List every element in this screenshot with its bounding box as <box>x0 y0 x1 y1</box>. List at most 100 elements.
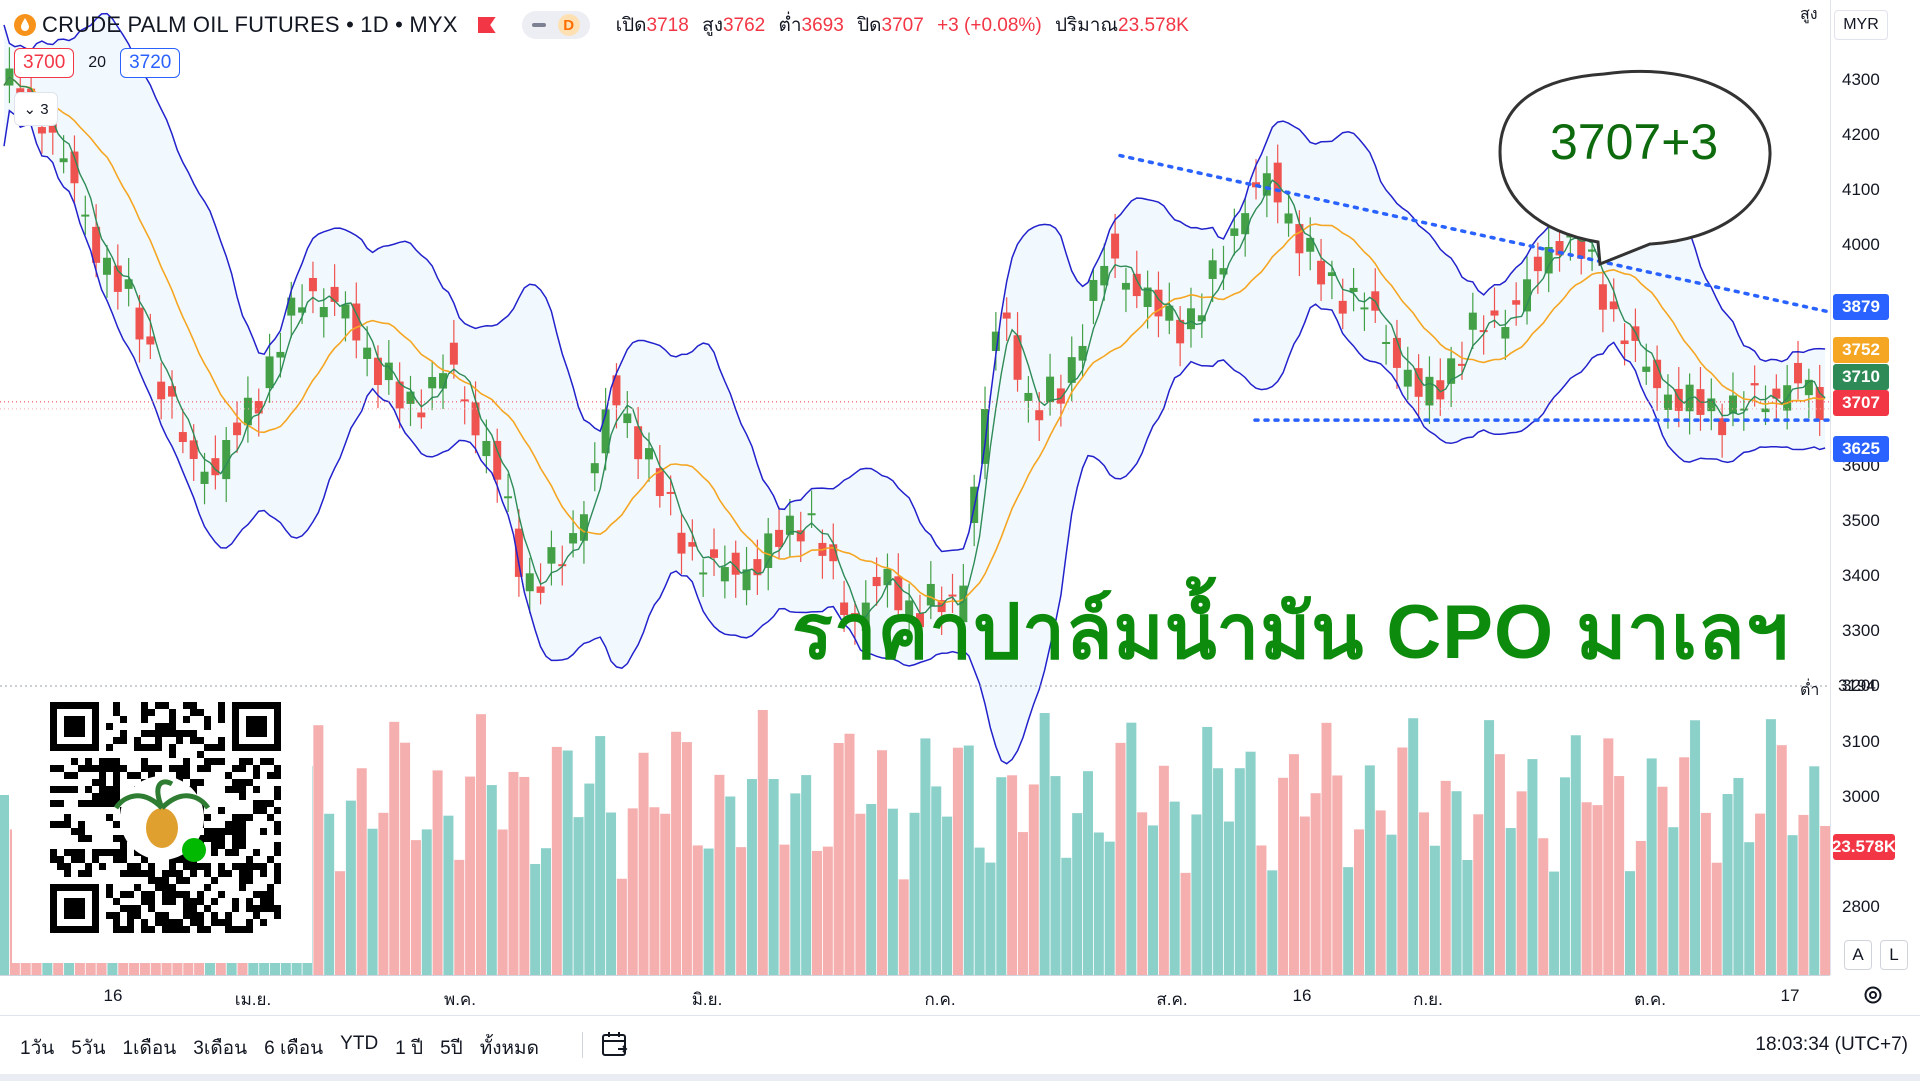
price-tick-label: 3500 <box>1842 511 1880 531</box>
candle-body <box>514 528 523 577</box>
qr-module <box>57 821 64 828</box>
qr-finder <box>64 898 85 919</box>
qr-module <box>106 786 113 793</box>
volume-bar <box>1223 821 1234 975</box>
qr-module <box>71 758 78 765</box>
qr-module <box>211 842 218 849</box>
price-axis[interactable] <box>1830 0 1920 975</box>
qr-module <box>169 898 176 905</box>
candle-body <box>1273 162 1282 203</box>
time-tick-label: ก.ย. <box>1413 990 1443 1009</box>
flag-icon[interactable] <box>477 17 496 33</box>
candle-body <box>1739 408 1748 411</box>
qr-module <box>92 779 99 786</box>
qr-module <box>141 716 148 723</box>
qr-module <box>113 765 120 772</box>
bollinger-upper-line <box>3 12 1826 553</box>
qr-module <box>127 891 134 898</box>
qr-module <box>71 828 78 835</box>
qr-module <box>78 835 85 842</box>
currency-selector[interactable]: MYR <box>1834 10 1888 40</box>
qr-module <box>106 849 113 856</box>
volume-bar <box>1310 793 1321 975</box>
range-button[interactable]: ทั้งหมด <box>479 1038 539 1059</box>
qr-module <box>225 870 232 877</box>
candle-body <box>1046 376 1055 403</box>
volume-bar <box>530 863 541 975</box>
qr-module <box>113 779 120 786</box>
indicators-toggle[interactable]: ⌄ 3 <box>14 92 58 126</box>
gear-icon[interactable] <box>1862 984 1884 1006</box>
qr-module <box>169 730 176 737</box>
calendar-icon[interactable] <box>600 1030 630 1058</box>
qr-module <box>197 926 204 933</box>
qr-module <box>106 884 113 891</box>
qr-module <box>246 814 253 821</box>
bid-button[interactable]: 3700 <box>14 48 75 78</box>
qr-module <box>218 842 225 849</box>
bollinger-lower-line <box>3 109 1826 765</box>
qr-module <box>204 926 211 933</box>
range-button[interactable]: YTD <box>340 1033 379 1054</box>
range-button[interactable]: 3เดือน <box>193 1038 248 1059</box>
candle-body <box>1284 213 1293 224</box>
range-button[interactable]: 5วัน <box>71 1038 106 1059</box>
qr-module <box>232 779 239 786</box>
log-scale-button[interactable]: L <box>1880 940 1908 970</box>
time-tick-label: มิ.ย. <box>691 990 723 1009</box>
clock[interactable]: 18:03:34 (UTC+7) <box>1755 1034 1908 1055</box>
qr-module <box>141 744 148 751</box>
ask-button[interactable]: 3720 <box>120 48 181 78</box>
qr-module <box>225 849 232 856</box>
qr-module <box>218 870 225 877</box>
qr-module <box>71 772 78 779</box>
qr-module <box>218 702 225 709</box>
range-button[interactable]: 1เดือน <box>122 1038 177 1059</box>
qr-module <box>232 828 239 835</box>
candle-body <box>1024 392 1033 401</box>
candle-body <box>1230 228 1239 236</box>
volume-bar <box>996 777 1007 975</box>
chart-header: CRUDE PALM OIL FUTURES • 1D • MYX D เปิด… <box>0 8 1197 42</box>
volume-bar <box>974 847 985 975</box>
qr-module <box>211 828 218 835</box>
qr-module <box>211 835 218 842</box>
candle-body <box>1056 388 1065 404</box>
qr-module <box>218 744 225 751</box>
qr-module <box>71 856 78 863</box>
candle-body <box>298 307 307 313</box>
qr-module <box>204 744 211 751</box>
qr-module <box>141 758 148 765</box>
symbol-title[interactable]: CRUDE PALM OIL FUTURES • 1D • MYX <box>42 12 458 37</box>
time-axis[interactable] <box>0 975 1830 1016</box>
qr-module <box>169 870 176 877</box>
range-button[interactable]: 1 ปี <box>395 1038 424 1059</box>
volume-bar <box>681 742 692 975</box>
volume-bar <box>822 846 833 975</box>
qr-module <box>197 737 204 744</box>
candle-body <box>178 432 187 442</box>
qr-module <box>225 828 232 835</box>
qr-module <box>78 849 85 856</box>
volume-bar <box>1332 775 1343 975</box>
candle-body <box>189 440 198 459</box>
candle-body <box>796 530 805 542</box>
candle-body <box>1555 241 1564 256</box>
qr-module <box>225 772 232 779</box>
qr-module <box>78 870 85 877</box>
auto-scale-button[interactable]: A <box>1844 940 1872 970</box>
candle-body <box>1707 398 1716 412</box>
volume-bar <box>1017 832 1028 975</box>
volume-bar <box>1538 838 1549 975</box>
qr-module <box>78 821 85 828</box>
range-button[interactable]: 6 เดือน <box>264 1038 324 1059</box>
market-status-pill[interactable]: D <box>521 11 590 39</box>
volume-bar <box>1625 871 1635 975</box>
range-button[interactable]: 1วัน <box>20 1038 55 1059</box>
range-button[interactable]: 5ปี <box>440 1038 463 1059</box>
qr-module <box>169 856 176 863</box>
volume-bar <box>313 725 324 975</box>
candle-body <box>233 422 242 436</box>
qr-module <box>274 821 281 828</box>
